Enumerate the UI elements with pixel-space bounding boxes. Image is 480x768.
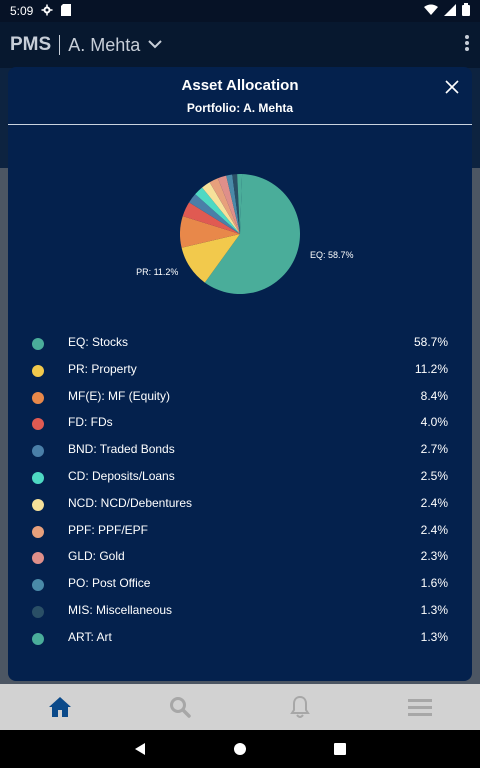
- signal-icon: [444, 3, 456, 19]
- pie-slice: [226, 174, 240, 234]
- legend-value: 1.3%: [420, 629, 448, 644]
- legend-row: MF(E): MF (Equity) 8.4%: [8, 385, 472, 412]
- battery-icon: [462, 3, 470, 19]
- legend-label: NCD: NCD/Debentures: [68, 495, 193, 510]
- pie-slice: [204, 174, 300, 294]
- legend-value: 58.7%: [413, 335, 448, 349]
- pie-slice: [189, 194, 240, 234]
- status-time: 5:09: [10, 4, 34, 18]
- legend-color-dot: [32, 338, 44, 350]
- dialog-subtitle: Portfolio: A. Mehta: [186, 101, 294, 115]
- asset-allocation-dialog: Asset Allocation Portfolio: A. Mehta EQ:…: [8, 67, 472, 681]
- legend-row: FD: FDs 4.0%: [8, 411, 472, 438]
- pie-slice: [202, 182, 240, 234]
- legend-row: BND: Traded Bonds 2.7%: [8, 438, 472, 465]
- status-right: [424, 3, 470, 19]
- legend-label: ART: Art: [68, 629, 112, 644]
- legend-value: 2.5%: [420, 468, 448, 483]
- pie-slice: [237, 174, 243, 234]
- legend-color-dot: [32, 364, 44, 377]
- legend-label: PO: Post Office: [68, 576, 151, 591]
- legend-label: GLD: Gold: [68, 549, 125, 564]
- gear-icon: [41, 4, 53, 19]
- legend-value: 2.4%: [420, 495, 448, 510]
- back-icon[interactable]: [130, 739, 150, 759]
- pie-slice: [181, 234, 240, 283]
- account-selector[interactable]: A. Mehta: [68, 34, 141, 55]
- legend-row: ART: Art 1.3%: [8, 626, 472, 653]
- legend-label: BND: Traded Bonds: [68, 442, 175, 457]
- pie-slice: [232, 174, 240, 234]
- legend-row: PO: Post Office 1.6%: [8, 572, 472, 599]
- legend-value: 4.0%: [420, 415, 448, 430]
- legend-color-dot: [32, 579, 44, 592]
- legend-color-dot: [32, 445, 44, 458]
- app-name: PMS: [10, 34, 52, 55]
- legend-label: PPF: PPF/EPF: [68, 522, 149, 537]
- menu-icon[interactable]: [400, 687, 440, 727]
- legend-value: 8.4%: [420, 388, 448, 403]
- search-icon[interactable]: [160, 687, 200, 727]
- system-navigation-bar: [0, 730, 480, 768]
- legend-row: GLD: Gold 2.3%: [8, 545, 472, 572]
- chevron-down-icon[interactable]: [148, 36, 162, 54]
- legend-color-dot: [32, 525, 44, 538]
- legend-color-dot: [32, 418, 44, 431]
- legend-value: 11.2%: [414, 361, 448, 376]
- asset-allocation-pie-chart: EQ: 58.7% PR: 11.2%: [136, 174, 354, 294]
- legend-label: MF(E): MF (Equity): [68, 388, 170, 403]
- overflow-menu-icon[interactable]: [464, 34, 470, 57]
- pie-slice: [209, 178, 240, 234]
- dialog-title: Asset Allocation: [181, 77, 299, 94]
- legend-label: EQ: Stocks: [68, 335, 129, 349]
- pie-slice: [182, 202, 240, 234]
- legend-value: 2.7%: [420, 442, 448, 457]
- legend-label: MIS: Miscellaneous: [68, 602, 173, 617]
- legend-color-dot: [32, 632, 44, 645]
- dialog-divider: [8, 124, 472, 125]
- status-left: 5:09: [10, 3, 72, 19]
- pie-slice: [217, 175, 240, 234]
- legend-value: 1.6%: [420, 576, 448, 591]
- legend-label: PR: Property: [68, 361, 137, 376]
- pie-slice: [180, 216, 240, 248]
- close-icon[interactable]: [442, 77, 462, 97]
- allocation-legend: EQ: Stocks 58.7% PR: Property 11.2% MF(E): M…: [8, 331, 472, 653]
- legend-row: NCD: NCD/Debentures 2.4%: [8, 492, 472, 519]
- app-bar-divider: [59, 35, 61, 55]
- bottom-navigation: [0, 684, 480, 730]
- status-bar: 5:09: [0, 0, 480, 22]
- bell-icon[interactable]: [280, 687, 320, 727]
- legend-color-dot: [32, 605, 44, 618]
- legend-color-dot: [32, 552, 44, 565]
- legend-row: CD: Deposits/Loans 2.5%: [8, 465, 472, 492]
- wifi-icon: [424, 4, 438, 19]
- legend-label: CD: Deposits/Loans: [68, 468, 175, 483]
- sd-card-icon: [61, 3, 72, 19]
- legend-row: PR: Property 11.2%: [8, 358, 472, 385]
- pie-data-label: EQ: 58.7%: [310, 250, 354, 260]
- legend-value: 2.4%: [420, 522, 448, 537]
- legend-row: EQ: Stocks 58.7%: [8, 331, 472, 358]
- app-bar: PMS A. Mehta: [0, 22, 480, 68]
- pie-data-label: PR: 11.2%: [136, 267, 178, 277]
- recents-icon[interactable]: [330, 739, 350, 759]
- legend-color-dot: [32, 498, 44, 511]
- home-circle-icon[interactable]: [230, 739, 250, 759]
- legend-color-dot: [32, 471, 44, 484]
- legend-value: 2.3%: [420, 549, 448, 564]
- legend-value: 1.3%: [420, 602, 448, 617]
- pie-slice: [195, 187, 240, 234]
- home-icon[interactable]: [40, 687, 80, 727]
- legend-color-dot: [32, 391, 44, 404]
- legend-label: FD: FDs: [68, 415, 113, 430]
- legend-row: MIS: Miscellaneous 1.3%: [8, 599, 472, 626]
- legend-row: PPF: PPF/EPF 2.4%: [8, 519, 472, 546]
